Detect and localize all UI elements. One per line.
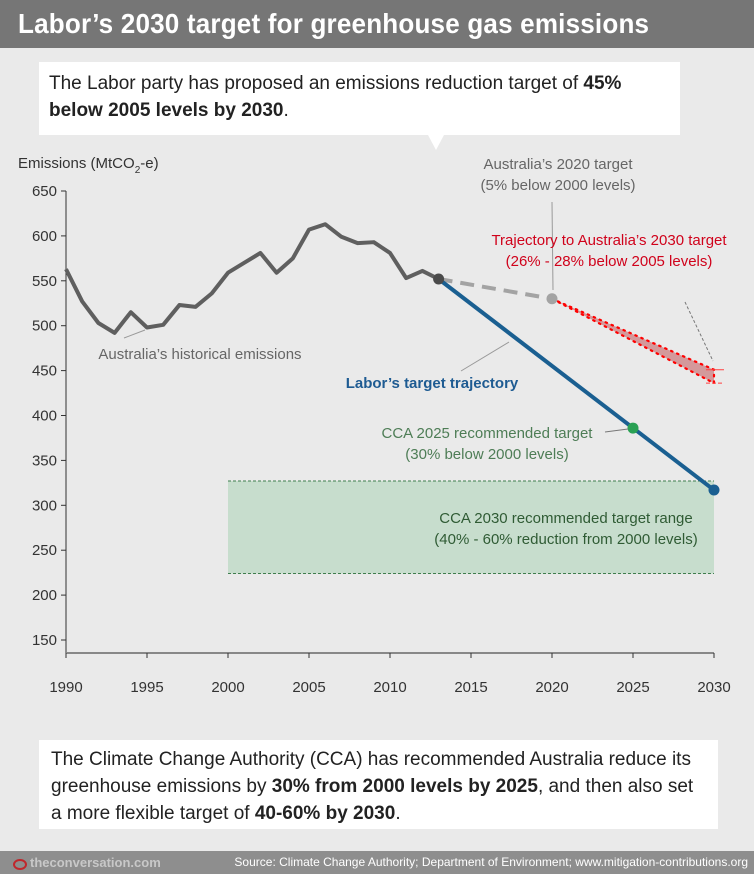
callout-text: The Labor party has proposed an emission… (49, 73, 584, 94)
y-tick-label: 300 (32, 497, 57, 514)
footer-bar: theconversation.com Source: Climate Chan… (0, 851, 754, 874)
y-tick-label: 650 (32, 183, 57, 200)
data-point (546, 293, 558, 305)
y-axis-ticks: 650 600 550 500 450 400 350 300 250 200 150 (32, 183, 66, 649)
data-point (627, 422, 639, 434)
logo-text: theconversation.com (30, 855, 161, 870)
x-tick-label: 2000 (211, 679, 244, 696)
leader-trajectory (684, 301, 714, 362)
trajectory-label-line2: (26% - 28% below 2005 levels) (506, 253, 713, 270)
labor-trajectory-line (437, 277, 716, 492)
cca-note-box: The Climate Change Authority (CCA) has r… (39, 740, 718, 829)
cca-note-bold-2: 40-60% by 2030 (254, 803, 396, 824)
labor-trajectory-label: Labor’s target trajectory (346, 375, 519, 392)
x-axis-ticks: 1990 1995 2000 2005 2010 2015 2020 2025 2030 (49, 653, 731, 696)
x-tick-label: 2005 (292, 679, 325, 696)
chart-title-bar: Labor’s 2030 target for greenhouse gas e… (0, 0, 754, 48)
leader-labor (460, 341, 510, 372)
leader-historical (123, 329, 146, 339)
y-tick-label: 200 (32, 587, 57, 604)
y-tick-label: 500 (32, 318, 57, 335)
callout-text-end: . (283, 100, 289, 121)
y-tick-label: 400 (32, 408, 57, 425)
historical-label: Australia’s historical emissions (98, 346, 301, 363)
y-tick-label: 550 (32, 273, 57, 290)
historical-emissions-line (64, 222, 440, 335)
callout-pointer (428, 135, 444, 150)
conversation-logo[interactable]: theconversation.com (13, 851, 161, 874)
callout-box: The Labor party has proposed an emission… (39, 62, 680, 135)
speech-bubble-icon (13, 859, 27, 870)
cca-2025-label-line1: CCA 2025 recommended target (382, 425, 594, 442)
leader-cca2025 (604, 428, 629, 433)
y-tick-label: 250 (32, 542, 57, 559)
target-2020-dashed-line (438, 277, 553, 301)
y-tick-label: 350 (32, 452, 57, 469)
data-points (433, 273, 720, 496)
y-axis-label: Emissions (MtCO2-e) (18, 155, 159, 176)
cca-note-text-3: . (395, 803, 401, 824)
target-2020-label-line1: Australia’s 2020 target (484, 156, 634, 173)
trajectory-2030-band (551, 297, 716, 385)
data-point (433, 273, 445, 285)
target-2020-label-line2: (5% below 2000 levels) (480, 177, 635, 194)
trajectory-label-line1: Trajectory to Australia’s 2030 target (491, 232, 727, 249)
data-point (708, 484, 720, 496)
callout-bold-text: 45% below 2005 levels by 2030 (49, 73, 622, 121)
chart-title: Labor’s 2030 target for greenhouse gas e… (18, 8, 650, 39)
x-tick-label: 2030 (697, 679, 730, 696)
x-tick-label: 2015 (454, 679, 487, 696)
x-tick-label: 2025 (616, 679, 649, 696)
y-tick-label: 450 (32, 363, 57, 380)
cca-note-bold-1: 30% from 2000 levels by 2025 (271, 776, 538, 797)
cca-note-text-2: , and then also set a more flexible targ… (51, 776, 694, 824)
cca-2025-label-line2: (30% below 2000 levels) (405, 446, 568, 463)
y-tick-label: 600 (32, 228, 57, 245)
cca-2030-label-line1: CCA 2030 recommended target range (439, 510, 692, 527)
leader-2020-target (551, 201, 554, 291)
x-tick-label: 2010 (373, 679, 406, 696)
x-tick-label: 1995 (130, 679, 163, 696)
cca-2030-range-band (228, 481, 714, 574)
source-credit: Source: Climate Change Authority; Depart… (234, 855, 748, 869)
cca-2030-label-line2: (40% - 60% reduction from 2000 levels) (434, 531, 697, 548)
x-tick-label: 1990 (49, 679, 82, 696)
cca-note-text-1: The Climate Change Authority (CCA) has r… (51, 749, 691, 797)
y-tick-label: 150 (32, 632, 57, 649)
x-tick-label: 2020 (535, 679, 568, 696)
